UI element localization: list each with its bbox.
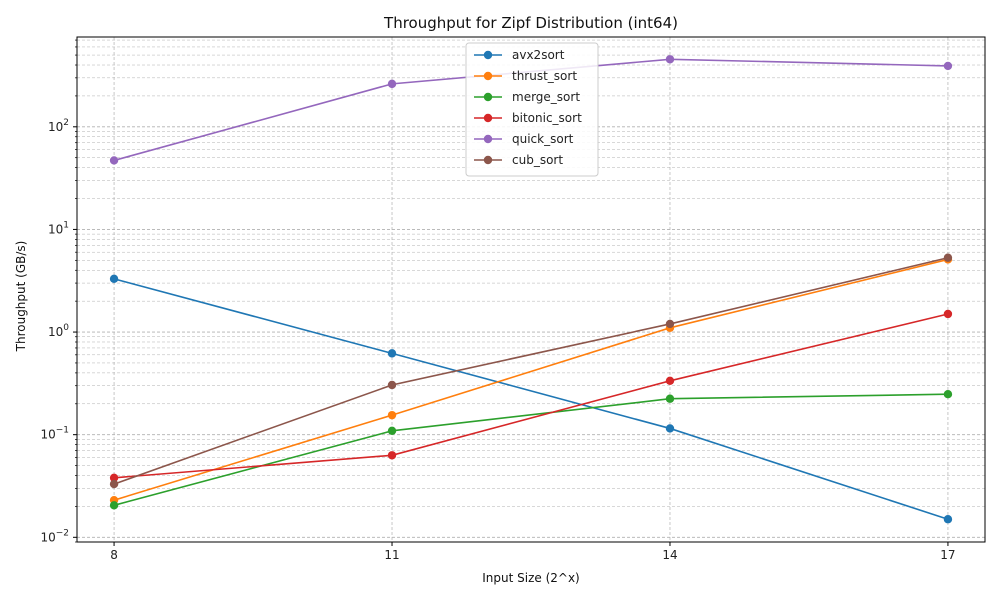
y-tick-base: 10 xyxy=(40,530,55,544)
grid xyxy=(77,37,985,543)
data-point xyxy=(665,394,675,403)
data-point xyxy=(943,515,953,524)
data-point xyxy=(387,451,397,460)
data-point xyxy=(109,156,119,165)
legend-label: avx2sort xyxy=(512,48,565,62)
data-point xyxy=(109,479,119,489)
series-thrust-sort xyxy=(109,255,953,505)
legend-item: quick_sort xyxy=(474,132,574,146)
x-axis-title: Input Size (2^x) xyxy=(482,571,580,585)
plot-frame xyxy=(76,36,986,543)
data-point xyxy=(943,389,953,399)
y-tick-exponent: 2 xyxy=(63,118,69,128)
data-point xyxy=(387,79,397,89)
y-tick-label: 101 xyxy=(48,220,69,236)
legend-marker xyxy=(483,134,493,144)
legend-marker xyxy=(483,50,493,60)
data-point xyxy=(109,473,119,483)
data-point xyxy=(109,501,119,510)
legend-item: bitonic_sort xyxy=(474,111,582,125)
y-tick-base: 10 xyxy=(48,120,63,134)
data-point xyxy=(943,61,953,71)
y-tick-label: 100 xyxy=(48,323,69,339)
y-tick-exponent: 1 xyxy=(63,220,69,230)
y-tick-label: 102 xyxy=(48,118,69,134)
y-tick-label: 10−1 xyxy=(40,426,69,442)
series-line xyxy=(113,256,949,485)
x-tick-label: 11 xyxy=(384,548,399,562)
y-tick-base: 10 xyxy=(48,325,63,339)
y-tick-label: 10−2 xyxy=(40,528,69,544)
y-tick-exponent: −1 xyxy=(56,426,69,436)
legend-label: merge_sort xyxy=(512,90,580,104)
data-point xyxy=(665,376,675,385)
chart-title: Throughput for Zipf Distribution (int64) xyxy=(383,14,678,32)
series-avx2sort xyxy=(109,274,953,524)
y-tick-exponent: −2 xyxy=(56,528,69,538)
legend-item: cub_sort xyxy=(474,153,563,167)
data-point xyxy=(943,253,953,262)
legend-marker xyxy=(483,155,493,165)
data-point xyxy=(665,424,675,433)
x-tick-label: 8 xyxy=(110,548,118,562)
data-point xyxy=(943,309,953,319)
legend-label: cub_sort xyxy=(512,153,563,167)
x-tick-label: 17 xyxy=(940,548,955,562)
data-point xyxy=(387,410,397,420)
series-line xyxy=(113,313,949,479)
data-point xyxy=(387,349,397,358)
legend-label: bitonic_sort xyxy=(512,111,582,125)
legend: avx2sort thrust_sort merge_sort bitonic_sor… xyxy=(465,42,599,177)
y-tick-exponent: 0 xyxy=(63,323,69,333)
legend-label: quick_sort xyxy=(512,132,574,146)
legend-marker xyxy=(483,113,493,123)
series-line xyxy=(113,258,949,501)
series-bitonic-sort xyxy=(109,309,953,483)
series-cub-sort xyxy=(109,253,953,489)
legend-label: thrust_sort xyxy=(512,69,577,83)
legend-item: avx2sort xyxy=(474,48,565,62)
data-point xyxy=(109,274,119,284)
legend-marker xyxy=(483,71,493,81)
data-point xyxy=(387,426,397,436)
data-point xyxy=(665,55,675,64)
data-point xyxy=(387,380,397,390)
series-line xyxy=(113,393,948,507)
data-point xyxy=(665,319,675,329)
y-axis-title: Throughput (GB/s) xyxy=(14,241,28,353)
x-tick-label: 14 xyxy=(662,548,677,562)
y-tick-base: 10 xyxy=(40,428,55,442)
legend-item: merge_sort xyxy=(474,90,580,104)
y-tick-base: 10 xyxy=(48,222,63,236)
series-merge-sort xyxy=(109,389,953,510)
legend-marker xyxy=(483,92,493,102)
series-line xyxy=(113,278,949,520)
legend-item: thrust_sort xyxy=(474,69,577,83)
